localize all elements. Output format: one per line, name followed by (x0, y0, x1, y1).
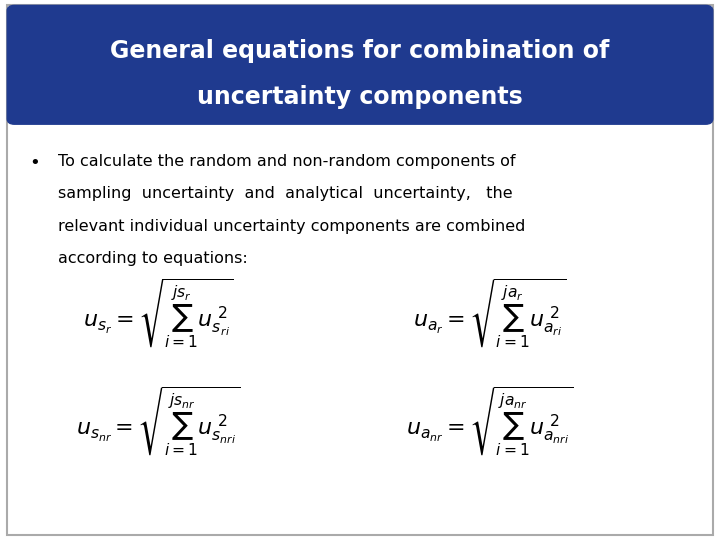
Text: $u_{a_{nr}} = \sqrt{\sum_{i=1}^{ja_{nr}} u_{{a_{nr}}_i}^{\ 2}}$: $u_{a_{nr}} = \sqrt{\sum_{i=1}^{ja_{nr}}… (406, 384, 573, 458)
Text: $u_{s_{nr}} = \sqrt{\sum_{i=1}^{js_{nr}} u_{{s_{nr}}_i}^{\ 2}}$: $u_{s_{nr}} = \sqrt{\sum_{i=1}^{js_{nr}}… (76, 384, 240, 458)
Text: $u_{a_r} = \sqrt{\sum_{i=1}^{ja_r} u_{{a_r}_i}^{\ 2}}$: $u_{a_r} = \sqrt{\sum_{i=1}^{ja_r} u_{{a… (413, 276, 567, 350)
Text: •: • (29, 154, 40, 172)
Text: uncertainty components: uncertainty components (197, 85, 523, 109)
Text: General equations for combination of: General equations for combination of (110, 39, 610, 63)
Text: $u_{s_r} = \sqrt{\sum_{i=1}^{js_r} u_{{s_r}_i}^{\ 2}}$: $u_{s_r} = \sqrt{\sum_{i=1}^{js_r} u_{{s… (83, 276, 234, 350)
Text: according to equations:: according to equations: (58, 251, 248, 266)
FancyBboxPatch shape (7, 5, 713, 124)
Text: relevant individual uncertainty components are combined: relevant individual uncertainty componen… (58, 219, 525, 234)
Text: sampling  uncertainty  and  analytical  uncertainty,   the: sampling uncertainty and analytical unce… (58, 186, 512, 201)
Text: To calculate the random and non-random components of: To calculate the random and non-random c… (58, 154, 515, 169)
